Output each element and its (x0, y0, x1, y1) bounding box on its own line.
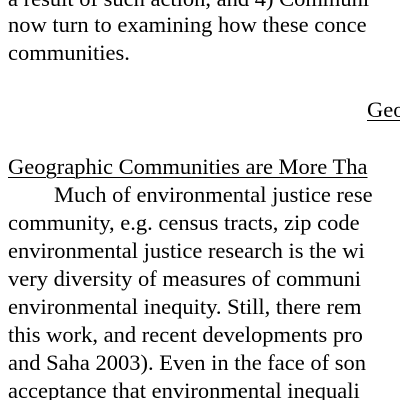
top-paragraph-line-2: now turn to examining how these conce (8, 12, 367, 37)
body-paragraph-line-4: very diversity of measures of communi (8, 266, 362, 291)
body-paragraph-line-2: community, e.g. census tracts, zip code (8, 210, 360, 235)
section-heading: Geo (367, 97, 400, 122)
top-paragraph-line-1: a result of such action, and 4) Communi (8, 0, 369, 11)
body-paragraph-line-3: environmental justice research is the wi (8, 238, 365, 263)
body-paragraph-line-1: Much of environmental justice rese (54, 182, 373, 207)
body-paragraph-line-7: and Saha 2003). Even in the face of son (8, 350, 367, 375)
body-paragraph-line-5: environmental inequity. Still, there rem (8, 294, 362, 319)
top-paragraph-line-3: communities. (8, 40, 130, 65)
body-paragraph-line-8: acceptance that environmental inequali (8, 378, 360, 400)
subsection-heading: Geographic Communities are More Tha (8, 154, 368, 179)
body-paragraph-line-6: this work, and recent developments pro (8, 322, 363, 347)
